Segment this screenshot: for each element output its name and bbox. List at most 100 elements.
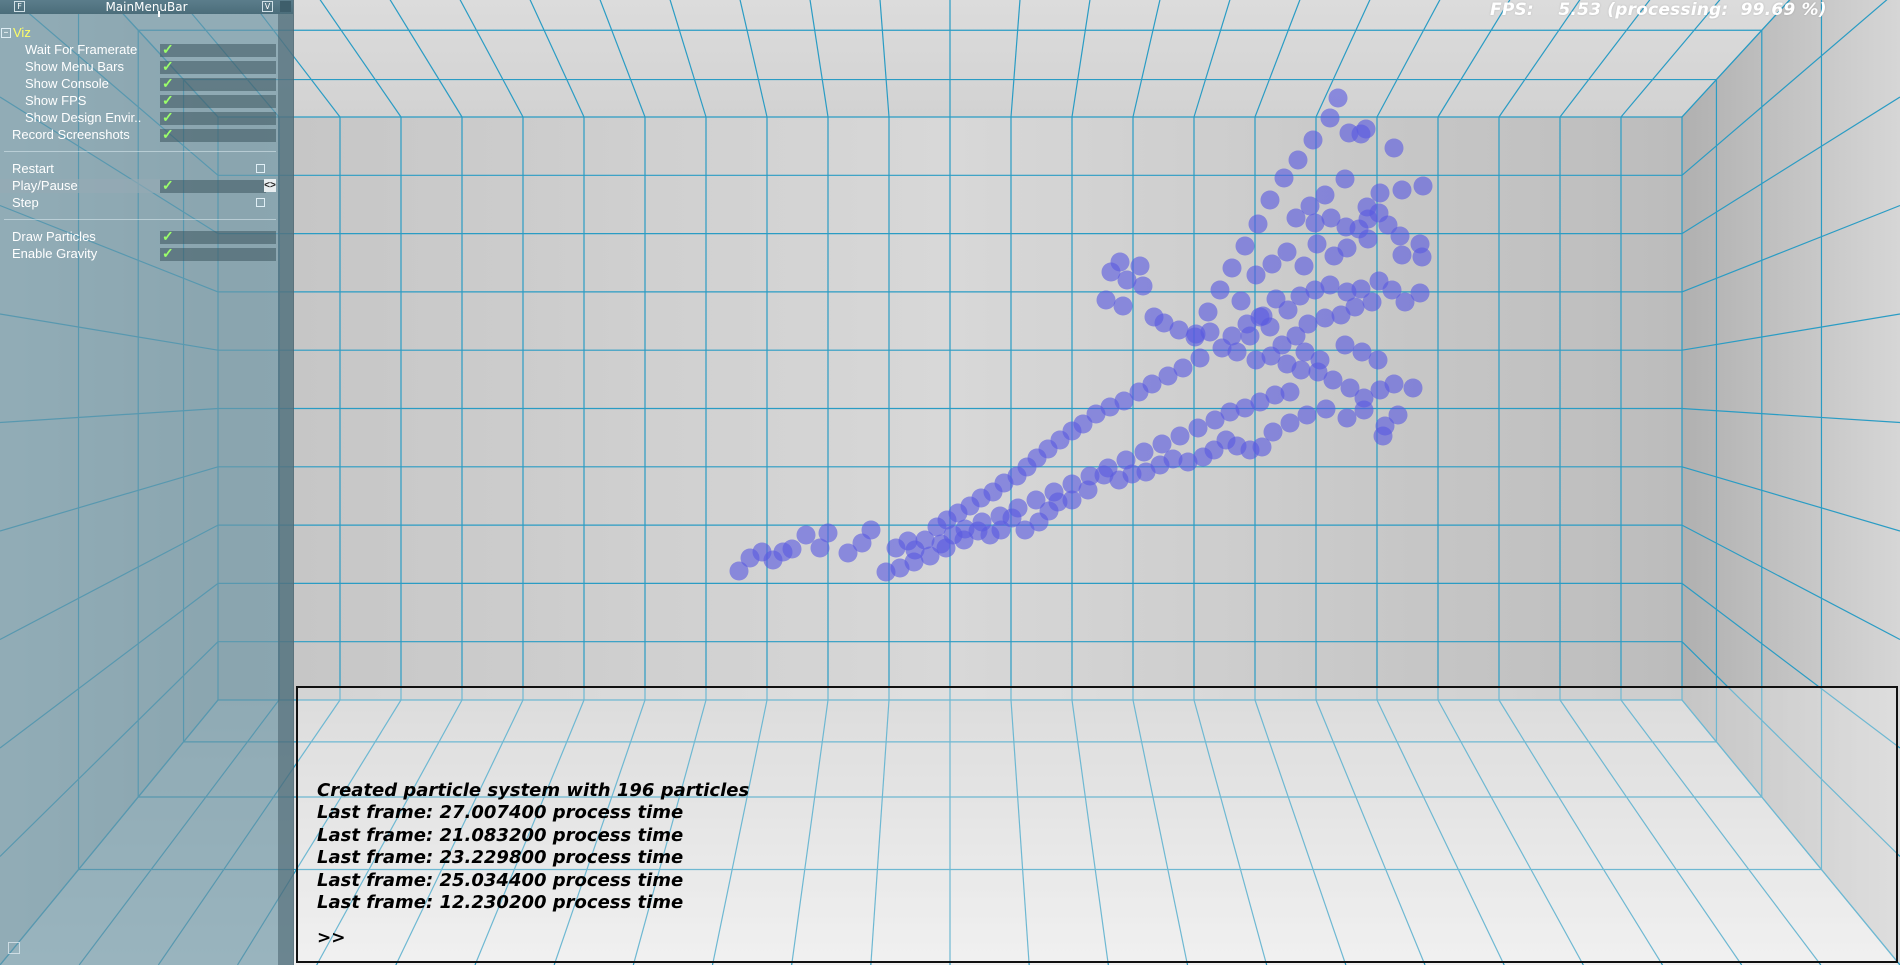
menu-close-icon[interactable] [280, 1, 291, 12]
particle [1340, 378, 1360, 398]
particle [1410, 283, 1430, 303]
menu-item-record-screenshots[interactable]: Record Screenshots ✓ [0, 126, 276, 143]
checkmark-icon[interactable]: ✓ [162, 126, 174, 142]
particle [1337, 408, 1357, 428]
value-field [160, 61, 276, 74]
value-field [160, 129, 276, 142]
cycle-arrows-icon[interactable]: <> [264, 179, 276, 192]
particle [1368, 350, 1388, 370]
particle [1358, 229, 1378, 249]
step-button[interactable]: Step [0, 195, 276, 211]
value-field [160, 112, 276, 125]
particle [1116, 450, 1136, 470]
particle [1262, 254, 1282, 274]
particle [1015, 520, 1035, 540]
play-pause-value [160, 180, 266, 193]
particle [954, 530, 974, 550]
section-viz-label[interactable]: Viz [13, 25, 31, 40]
console-line: Last frame: 25.034400 process time [317, 869, 684, 891]
particle [1136, 462, 1156, 482]
action-button-icon[interactable] [256, 164, 265, 173]
menu-item-enable-gravity[interactable]: Enable Gravity ✓ [0, 245, 276, 262]
pin-icon[interactable]: F [14, 1, 25, 12]
particle [1384, 138, 1404, 158]
particle [1323, 370, 1343, 390]
value-field [160, 95, 276, 108]
particle [1328, 88, 1348, 108]
console-output: Created particle system with 196 particl… [317, 780, 749, 914]
particle [852, 533, 872, 553]
particle [1324, 246, 1344, 266]
value-field [160, 231, 276, 244]
particle [920, 546, 940, 566]
particle [810, 538, 830, 558]
checkmark-icon[interactable]: ✓ [162, 41, 174, 57]
particle [1210, 280, 1230, 300]
particle [1298, 314, 1318, 334]
restart-button-label: Restart [12, 161, 54, 176]
action-button-icon[interactable] [256, 198, 265, 207]
particle [1248, 214, 1268, 234]
menu-item-show-menu-bars[interactable]: Show Menu Bars ✓ [0, 58, 276, 75]
particle [1395, 292, 1415, 312]
console-prompt[interactable]: >> [317, 928, 346, 948]
particle [1345, 297, 1365, 317]
particle [818, 523, 838, 543]
menu-title: MainMenuBar [105, 0, 188, 14]
particle [1335, 335, 1355, 355]
particle [1290, 286, 1310, 306]
particle [1288, 150, 1308, 170]
menu-item-draw-particles[interactable]: Draw Particles ✓ [0, 228, 276, 245]
particle [1240, 326, 1260, 346]
menu-item-show-design-envir[interactable]: Show Design Envir.. ✓ [0, 109, 276, 126]
checkmark-icon[interactable]: ✓ [162, 228, 174, 244]
particle [1388, 405, 1408, 425]
particle [1200, 322, 1220, 342]
menu-item-show-console[interactable]: Show Console ✓ [0, 75, 276, 92]
particle [1320, 275, 1340, 295]
checkmark-icon[interactable]: ✓ [162, 109, 174, 125]
particle [1169, 320, 1189, 340]
resize-corner-icon[interactable] [8, 942, 20, 954]
particle [1231, 291, 1251, 311]
checkmark-icon[interactable]: ✓ [162, 75, 174, 91]
particle [1297, 405, 1317, 425]
particle [1331, 305, 1351, 325]
particle [1335, 169, 1355, 189]
particle [1062, 474, 1082, 494]
collapse-section-icon[interactable]: – [1, 28, 11, 38]
menu-item-wait-for-framerate[interactable]: Wait For Framerate ✓ [0, 41, 276, 58]
play-pause-toggle[interactable]: <> Play/Pause ✓ [0, 177, 276, 194]
checkmark-icon[interactable]: ✓ [162, 177, 174, 193]
menu-title-bar[interactable]: MainMenuBar F V [0, 0, 293, 17]
menu-scrollbar[interactable] [278, 0, 293, 965]
checkmark-icon[interactable]: ✓ [162, 58, 174, 74]
particle [1303, 130, 1323, 150]
console-panel[interactable]: Created particle system with 196 particl… [296, 686, 1898, 963]
particle [936, 538, 956, 558]
particle [1133, 276, 1153, 296]
particle [838, 543, 858, 563]
particle [1307, 234, 1327, 254]
particle [1246, 265, 1266, 285]
checkmark-icon[interactable]: ✓ [162, 245, 174, 261]
step-button-label: Step [12, 195, 39, 210]
collapse-icon[interactable]: V [262, 1, 273, 12]
particle [1222, 258, 1242, 278]
particle [729, 561, 749, 581]
menu-item-show-design-envir-label: Show Design Envir.. [25, 110, 142, 125]
restart-button[interactable]: Restart [0, 161, 276, 177]
checkmark-icon[interactable]: ✓ [162, 92, 174, 108]
play-pause-toggle-label: Play/Pause [12, 178, 78, 193]
console-line: Last frame: 27.007400 process time [317, 802, 684, 824]
menu-item-show-menu-bars-label: Show Menu Bars [25, 59, 124, 74]
drag-handle-icon[interactable] [158, 11, 160, 17]
particle [1315, 308, 1335, 328]
particle [1403, 378, 1423, 398]
particle [1375, 416, 1395, 436]
particle [1026, 490, 1046, 510]
particle [1280, 413, 1300, 433]
menu-item-show-fps[interactable]: Show FPS ✓ [0, 92, 276, 109]
particle [1100, 397, 1120, 417]
